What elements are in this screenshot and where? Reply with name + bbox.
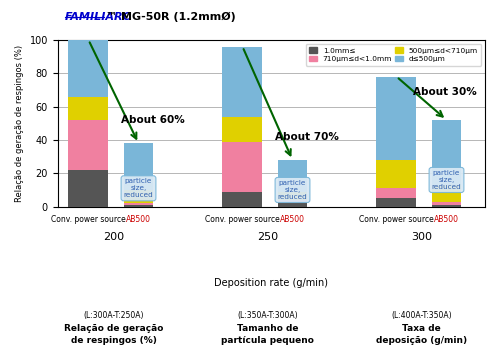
Y-axis label: Relação de geração de respingos (%): Relação de geração de respingos (%) <box>15 45 24 202</box>
Bar <box>124 203 153 205</box>
Text: Conv. power source: Conv. power source <box>51 215 126 224</box>
Text: ™ MG-50R (1.2mmØ): ™ MG-50R (1.2mmØ) <box>106 12 236 22</box>
Text: Conv. power source: Conv. power source <box>205 215 280 224</box>
Bar <box>278 203 307 207</box>
Text: About 70%: About 70% <box>275 132 338 142</box>
Bar <box>124 205 153 207</box>
Text: particle
size,
reduced: particle size, reduced <box>432 170 462 190</box>
Text: AB500: AB500 <box>126 215 151 224</box>
Text: About 30%: About 30% <box>414 87 477 97</box>
Text: FAMILIARC: FAMILIARC <box>65 12 132 22</box>
Bar <box>432 201 461 205</box>
Bar <box>376 198 416 207</box>
Legend: 1.0mm≤, 710μm≤d<1.0mm, 500μm≤d<710μm, d≤500μm: 1.0mm≤, 710μm≤d<1.0mm, 500μm≤d<710μm, d≤… <box>306 44 482 66</box>
Bar <box>278 192 307 200</box>
Text: (L:350A-T:300A): (L:350A-T:300A) <box>237 311 298 321</box>
X-axis label: Deposition rate (g/min): Deposition rate (g/min) <box>214 278 328 288</box>
Bar <box>376 188 416 198</box>
Text: (L:400A-T:350A): (L:400A-T:350A) <box>391 311 452 321</box>
Text: Conv. power source: Conv. power source <box>359 215 434 224</box>
Text: Relação de geração: Relação de geração <box>64 324 163 333</box>
Bar <box>278 200 307 203</box>
Text: de respingos (%): de respingos (%) <box>70 336 156 345</box>
Bar <box>222 142 262 192</box>
Bar <box>124 143 153 190</box>
Bar <box>68 170 108 207</box>
Text: AB500: AB500 <box>280 215 305 224</box>
Text: partícula pequeno: partícula pequeno <box>221 336 314 345</box>
Bar <box>68 40 108 97</box>
Bar <box>432 120 461 185</box>
Bar <box>432 185 461 201</box>
Text: particle
size,
reduced: particle size, reduced <box>278 180 308 200</box>
Bar <box>222 192 262 207</box>
Bar <box>376 160 416 188</box>
Bar <box>68 97 108 120</box>
Text: AB500: AB500 <box>434 215 459 224</box>
Bar <box>432 205 461 207</box>
Text: Tamanho de: Tamanho de <box>236 324 298 333</box>
Bar <box>222 47 262 117</box>
Text: About 60%: About 60% <box>121 115 184 125</box>
Text: particle
size,
reduced: particle size, reduced <box>124 178 154 198</box>
Bar <box>222 117 262 142</box>
Text: Taxa de: Taxa de <box>402 324 441 333</box>
Bar <box>124 190 153 203</box>
Bar <box>376 77 416 160</box>
Bar <box>68 120 108 170</box>
Text: deposição (g/min): deposição (g/min) <box>376 336 467 345</box>
Text: (L:300A-T:250A): (L:300A-T:250A) <box>83 311 144 321</box>
Bar <box>278 160 307 192</box>
